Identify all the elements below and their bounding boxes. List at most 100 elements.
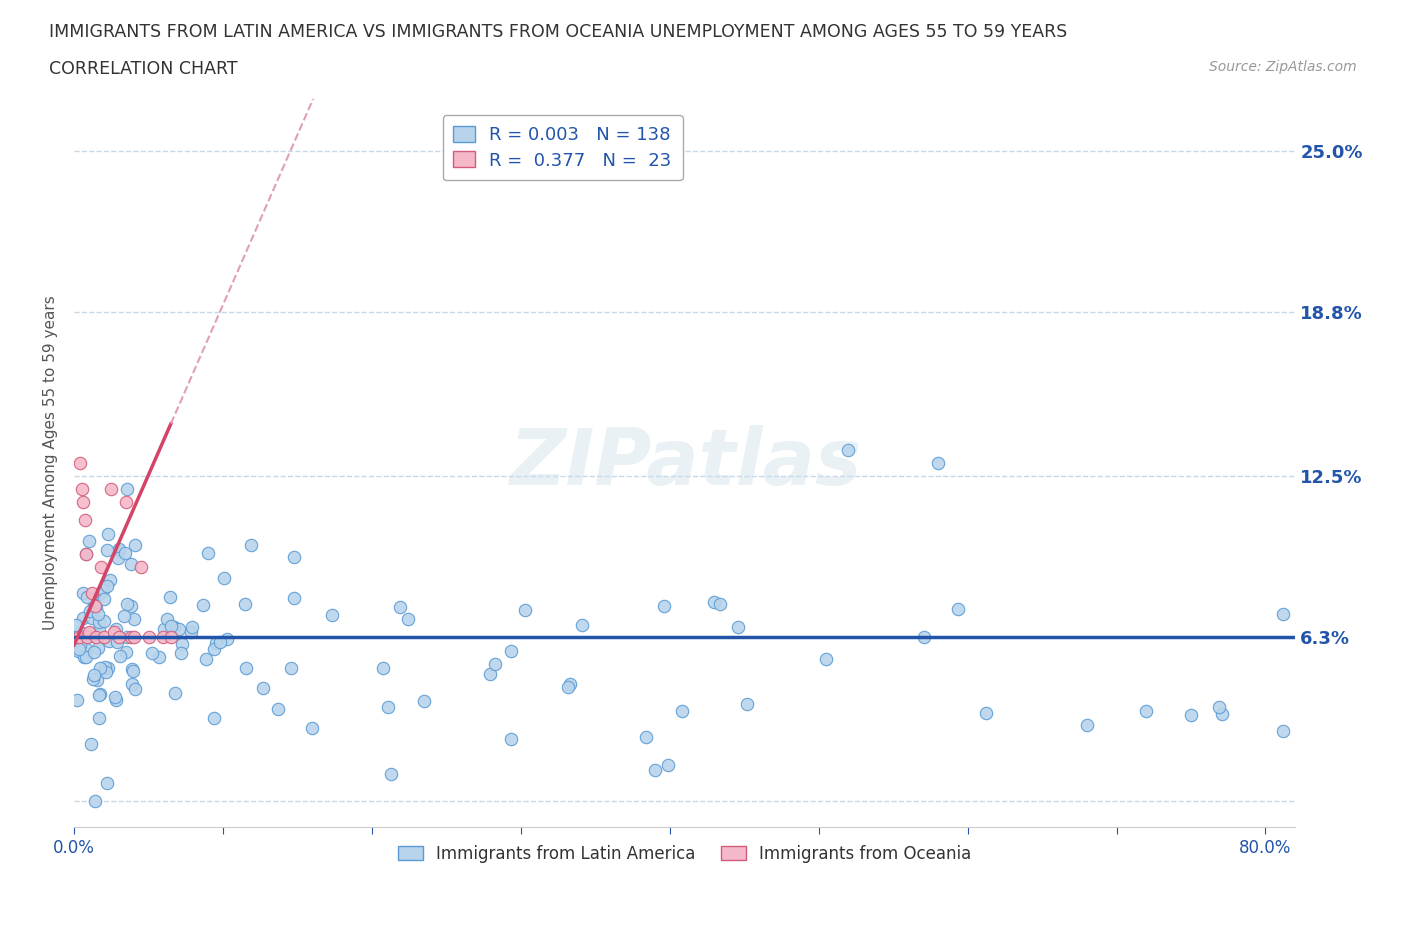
Point: [703, 594, 725, 609]
Point: [148, 650, 170, 665]
Point: [1180, 708, 1202, 723]
Point: [93, 591, 115, 606]
Point: [377, 699, 399, 714]
Point: [69, 638, 91, 653]
Point: [815, 652, 838, 667]
Point: [160, 630, 183, 644]
Point: [108, 542, 131, 557]
Point: [82, 603, 104, 618]
Point: [235, 661, 257, 676]
Point: [75, 546, 97, 561]
Point: [120, 630, 142, 644]
Text: CORRELATION CHART: CORRELATION CHART: [49, 60, 238, 78]
Point: [89, 661, 111, 676]
Point: [159, 590, 181, 604]
Point: [1135, 704, 1157, 719]
Point: [77, 533, 100, 548]
Point: [65, 618, 87, 633]
Point: [380, 766, 402, 781]
Point: [634, 730, 657, 745]
Point: [86, 672, 108, 687]
Point: [208, 635, 231, 650]
Point: [1271, 606, 1294, 621]
Point: [107, 551, 129, 565]
Point: [86, 601, 108, 616]
Point: [513, 603, 536, 618]
Point: [153, 622, 176, 637]
Point: [170, 637, 193, 652]
Point: [837, 443, 859, 458]
Point: [197, 546, 219, 561]
Point: [501, 731, 523, 746]
Point: [280, 661, 302, 676]
Point: [72, 611, 94, 626]
Point: [87, 711, 110, 725]
Point: [499, 644, 522, 658]
Point: [67, 642, 90, 657]
Point: [560, 676, 582, 691]
Point: [112, 608, 135, 623]
Point: [191, 598, 214, 613]
Point: [114, 545, 136, 560]
Point: [1271, 724, 1294, 738]
Point: [121, 662, 143, 677]
Point: [252, 681, 274, 696]
Point: [77, 624, 100, 639]
Point: [87, 641, 110, 656]
Point: [194, 652, 217, 667]
Point: [129, 559, 152, 574]
Point: [107, 541, 129, 556]
Point: [371, 660, 394, 675]
Text: ZIPatlas: ZIPatlas: [509, 425, 860, 500]
Point: [83, 668, 105, 683]
Point: [107, 630, 129, 644]
Point: [1211, 706, 1233, 721]
Point: [115, 596, 138, 611]
Point: [114, 644, 136, 659]
Point: [484, 657, 506, 671]
Point: [124, 538, 146, 552]
Point: [87, 606, 110, 621]
Point: [89, 615, 111, 630]
Point: [138, 630, 160, 644]
Point: [1208, 700, 1230, 715]
Point: [105, 692, 128, 707]
Point: [170, 645, 193, 660]
Point: [644, 763, 666, 777]
Point: [557, 680, 579, 695]
Point: [202, 642, 225, 657]
Point: [83, 644, 105, 659]
Point: [93, 613, 115, 628]
Point: [97, 526, 120, 541]
Point: [974, 706, 997, 721]
Point: [93, 630, 115, 644]
Point: [180, 619, 202, 634]
Point: [96, 578, 118, 593]
Point: [100, 481, 122, 496]
Point: [120, 557, 142, 572]
Point: [80, 610, 103, 625]
Point: [388, 600, 411, 615]
Point: [80, 737, 103, 751]
Point: [87, 587, 110, 602]
Point: [202, 711, 225, 725]
Y-axis label: Unemployment Among Ages 55 to 59 years: Unemployment Among Ages 55 to 59 years: [44, 296, 58, 631]
Point: [163, 620, 186, 635]
Point: [283, 550, 305, 565]
Point: [321, 607, 343, 622]
Point: [80, 629, 103, 644]
Point: [671, 704, 693, 719]
Point: [105, 622, 128, 637]
Point: [86, 630, 108, 644]
Point: [1076, 717, 1098, 732]
Point: [239, 538, 262, 552]
Point: [104, 689, 127, 704]
Point: [301, 721, 323, 736]
Point: [79, 625, 101, 640]
Point: [267, 701, 290, 716]
Point: [204, 636, 226, 651]
Point: [76, 630, 98, 644]
Point: [96, 542, 118, 557]
Point: [117, 481, 139, 496]
Point: [80, 585, 103, 600]
